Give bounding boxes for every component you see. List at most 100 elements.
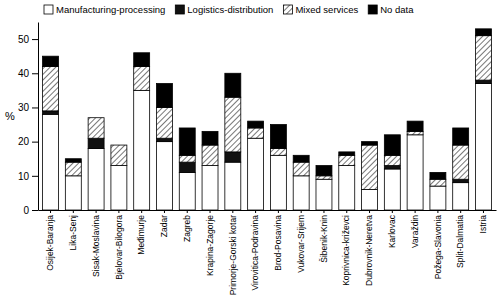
x-tick-label: Osijek-Baranja — [45, 215, 55, 271]
bar-segment — [270, 155, 286, 210]
bar-segment — [43, 56, 59, 66]
bar-segment — [111, 145, 127, 146]
bar-segment — [407, 135, 423, 210]
bar-segment — [339, 166, 355, 210]
bar-segment — [475, 84, 491, 210]
series — [43, 84, 492, 210]
y-axis-title: % — [5, 110, 15, 122]
y-tick-label: 40 — [18, 68, 30, 79]
bar-segment — [475, 80, 491, 83]
x-tick-label: Karlovac — [387, 214, 397, 248]
x-tick-mark — [323, 210, 324, 213]
bar-segment — [407, 121, 423, 131]
x-tick-label: Split-Dalmatia — [455, 215, 465, 268]
x-tick: Split-Dalmatia — [455, 210, 465, 268]
bar-segment — [384, 166, 400, 169]
y-tick-mark — [32, 39, 38, 40]
bar-segment — [65, 162, 81, 176]
bar-segment — [293, 176, 309, 210]
bar-segment — [43, 66, 59, 110]
bar-segment — [111, 145, 127, 166]
y-tick: 30 — [18, 102, 38, 113]
x-tick-mark — [460, 210, 461, 213]
bar-segment — [270, 125, 286, 149]
y-tick-mark — [32, 176, 38, 177]
x-tick: Krapina-Zagorje — [205, 210, 215, 276]
series — [43, 29, 492, 179]
bar-segment — [202, 145, 218, 166]
x-tick: Dubrovnik-Neretva — [364, 210, 374, 286]
y-tick-mark — [32, 142, 38, 143]
legend-item: Logistics-distribution — [175, 4, 273, 15]
bar-segment — [225, 152, 241, 162]
x-tick-label: Bjelovar-Bilogora — [114, 215, 124, 280]
plot: 01020304050Osijek-BaranjaLika-SenjSisak-… — [18, 23, 497, 296]
legend-label: No data — [380, 4, 414, 15]
x-tick: Primorje-Gorski kotar — [228, 210, 238, 295]
x-tick: Lika-Senj — [68, 210, 78, 250]
y-tick-label: 30 — [18, 102, 30, 113]
bar-segment — [453, 145, 469, 179]
x-tick: Bjelovar-Bilogora — [114, 210, 124, 280]
bar-segment — [88, 138, 104, 148]
bar-segment — [225, 97, 241, 152]
y-tick-label: 10 — [18, 171, 30, 182]
bar-segment — [453, 128, 469, 145]
bar-segment — [384, 169, 400, 210]
legend-swatch — [44, 5, 53, 14]
bar-segment — [156, 142, 172, 210]
bar-segment — [65, 176, 81, 210]
legend-label: Manufacturing-processing — [56, 4, 165, 15]
bar-segment — [248, 121, 264, 128]
y-tick-mark — [32, 73, 38, 74]
x-tick-label: Brod-Posavina — [273, 215, 283, 271]
bar-segment — [179, 155, 195, 162]
bar-segment — [88, 118, 104, 139]
x-tick: Koprivnica-križevci — [341, 210, 351, 286]
x-tick: Varaždin — [410, 210, 420, 248]
series — [43, 36, 492, 190]
y-tick-label: 20 — [18, 136, 30, 147]
bar-segment — [202, 131, 218, 145]
bar-segment — [134, 53, 150, 67]
bar-segment — [225, 162, 241, 210]
bar-segment — [225, 73, 241, 97]
legend-label: Logistics-distribution — [187, 4, 273, 15]
bar-segment — [316, 176, 332, 179]
bar-segment — [43, 114, 59, 210]
y-tick: 0 — [23, 205, 38, 216]
bar-segment — [134, 66, 150, 90]
x-tick-label: Istria — [478, 215, 488, 234]
x-tick: Vukovar-Srijem — [296, 210, 306, 273]
legend-swatch — [368, 5, 377, 14]
bar-segment — [339, 155, 355, 165]
x-tick-mark — [96, 210, 97, 213]
x-tick: Šibenik-Knin — [319, 210, 329, 263]
x-tick-mark — [278, 210, 279, 213]
bar-segment — [339, 152, 355, 155]
x-tick-mark — [141, 210, 142, 213]
bar-segment — [248, 138, 264, 210]
x-tick-mark — [415, 210, 416, 213]
legend-item: No data — [368, 4, 414, 15]
x-tick-mark — [392, 210, 393, 213]
y-tick-mark — [32, 107, 38, 108]
x-tick-label: Virovitica-Podravina — [250, 215, 260, 291]
x-axis-line — [39, 210, 497, 211]
y-tick-label: 0 — [23, 205, 29, 216]
bar-segment — [293, 162, 309, 176]
chart: 01020304050Osijek-BaranjaLika-SenjSisak-… — [0, 0, 500, 304]
x-tick: Požega-Slavonia — [433, 210, 443, 279]
bar-segment — [156, 84, 172, 108]
bar-segment — [270, 148, 286, 155]
x-tick-label: Zagreb — [182, 215, 192, 242]
bar-segment — [453, 179, 469, 182]
bar-segment — [134, 90, 150, 210]
bar-segment — [179, 162, 195, 172]
bar-segment — [156, 107, 172, 138]
x-tick-mark — [50, 210, 51, 213]
bar-segment — [362, 189, 378, 210]
x-tick: Istria — [478, 210, 488, 233]
bar-segment — [430, 179, 446, 186]
x-tick-mark — [437, 210, 438, 213]
